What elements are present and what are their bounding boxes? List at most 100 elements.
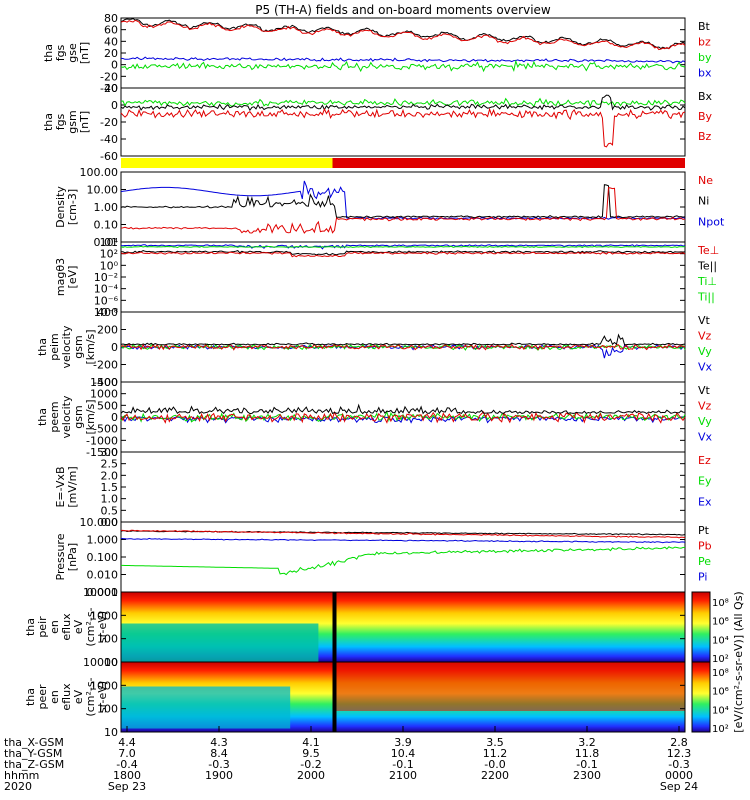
legend-vy: Vy	[698, 415, 712, 428]
y-tick-label: -400	[93, 376, 118, 389]
time-axis-value: 0000	[665, 769, 693, 782]
y-tick-label: 20	[104, 82, 118, 95]
colorbar-tick-label: 10⁴	[712, 705, 729, 716]
y-tick-label: 10	[104, 656, 118, 669]
y-tick-label: 100	[97, 703, 118, 716]
series-line-3	[120, 343, 686, 351]
y-tick-label: 1500	[90, 376, 118, 389]
y-tick-label: -20	[100, 116, 118, 129]
y-axis-label: velocity	[60, 325, 73, 368]
series-line-1	[120, 344, 686, 359]
y-tick-label: -200	[93, 359, 118, 372]
series-line-1	[120, 180, 686, 220]
legend-bx: bx	[698, 67, 712, 80]
time-axis-row-label: tha_X-GSM	[4, 736, 64, 749]
legend-bx: Bx	[698, 90, 713, 103]
legend-vz: Vz	[698, 330, 712, 343]
y-tick-label: 400	[97, 306, 118, 319]
time-axis-value: 2100	[389, 769, 417, 782]
y-axis-label: (cm²-s-	[84, 607, 97, 646]
time-axis-value: 1800	[113, 769, 141, 782]
spectrogram-gap	[332, 592, 337, 662]
series-line-3	[120, 250, 686, 256]
y-tick-label: 10⁻⁴	[94, 283, 119, 296]
legend-pt: Pt	[698, 524, 710, 537]
time-axis-value: 11.2	[483, 747, 508, 760]
spectrogram-high-flux-region	[335, 662, 685, 711]
time-axis-value: 10.4	[391, 747, 416, 760]
y-tick-label: 10⁻⁶	[94, 294, 119, 307]
panel-10: 10000 1000 100 10 tha peer en eflux eV (cm²-s-sr-…	[24, 656, 686, 739]
y-axis-label: gse	[66, 43, 79, 63]
y-tick-label: 1000	[90, 388, 118, 401]
y-tick-label: 100.00	[80, 166, 119, 179]
time-axis-row-label: 2020	[4, 780, 32, 793]
mode-bar	[121, 158, 685, 168]
y-axis-label: [nT]	[78, 42, 91, 64]
y-axis-label: [nPa]	[66, 543, 79, 571]
legend-bt: Bt	[698, 20, 711, 33]
y-tick-label: 2.0	[101, 469, 119, 482]
time-axis-value: 8.4	[210, 747, 228, 760]
y-tick-label: 40	[104, 35, 118, 48]
mode-bar-slow-survey	[121, 158, 333, 168]
time-axis-value: 2.8	[670, 736, 688, 749]
colorbar-tick-label: 10⁸	[712, 598, 729, 609]
legend-ti: Ti||	[697, 291, 715, 304]
time-axis-value: -0.3	[668, 758, 689, 771]
y-axis-label: [cm-3]	[66, 189, 79, 225]
y-axis-label: magθ3	[54, 258, 67, 296]
time-axis-row-label: hhmm	[4, 769, 39, 782]
y-tick-label: 1.000	[87, 534, 119, 547]
time-axis-value: -0.1	[392, 758, 413, 771]
y-tick-label: 0.5	[101, 504, 119, 517]
series-line-2	[120, 94, 686, 112]
legend-bz: Bz	[698, 130, 712, 143]
plot-title: P5 (TH-A) fields and on-board moments ov…	[255, 3, 551, 17]
colorbar-tick-label: 10²	[712, 724, 729, 735]
time-axis-value: 4.4	[118, 736, 136, 749]
legend-by: By	[698, 110, 713, 123]
legend-ex: Ex	[698, 495, 712, 508]
y-tick-label: 10	[104, 726, 118, 739]
y-tick-label: 1.00	[94, 201, 119, 214]
panel-frame	[120, 451, 686, 523]
y-axis-label: (cm²-s-	[84, 677, 97, 716]
legend-te: Te||	[697, 260, 717, 273]
spectrogram-gap	[332, 662, 337, 732]
series-line-3	[120, 186, 686, 234]
y-axis-label: peim	[48, 333, 61, 361]
y-tick-label: 10.00	[87, 184, 119, 197]
legend-vx: Vx	[698, 361, 713, 374]
legend-pb: Pb	[698, 540, 712, 553]
series-line-4	[120, 403, 686, 415]
time-axis-value: 4.3	[210, 736, 228, 749]
time-axis-value: -0.0	[484, 758, 505, 771]
y-tick-label: 80	[104, 12, 118, 25]
time-axis-value: 12.3	[667, 747, 692, 760]
time-axis-value: 2300	[573, 769, 601, 782]
y-axis-label: tha	[42, 44, 55, 62]
time-axis-value: 3.9	[394, 736, 412, 749]
y-axis-label: en	[48, 690, 61, 704]
legend-te: Te⊥	[697, 244, 719, 257]
y-axis-label: eflux	[60, 613, 73, 641]
y-axis-label: eV	[72, 689, 85, 704]
spectrogram-low-energy-band	[121, 623, 319, 662]
y-tick-label: 500	[97, 399, 118, 412]
time-axis-value: 11.8	[575, 747, 600, 760]
y-axis-label: fgs	[54, 113, 67, 130]
y-tick-label: 0	[111, 99, 118, 112]
y-axis-label: Density	[54, 186, 67, 228]
y-tick-label: 10²	[100, 248, 118, 261]
y-tick-label: -40	[100, 133, 118, 146]
time-axis-value: -0.3	[208, 758, 229, 771]
legend-by: by	[698, 51, 712, 64]
y-axis-label: [nT]	[78, 111, 91, 133]
series-line-4	[121, 546, 686, 576]
panel-5: 400 200 0 -200 -400 tha peim velocity gsm [km/s] V…	[36, 306, 713, 389]
panel-frame	[120, 521, 686, 593]
panel-7: 3.02.52.01.51.00.50.0 E=-VxB [mV/m] Ez Ey Ex	[54, 446, 712, 529]
